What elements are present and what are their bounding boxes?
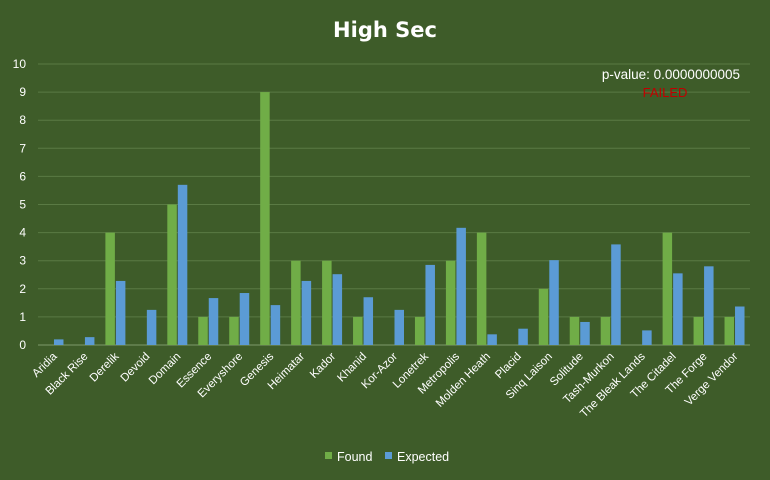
legend-found-label: Found xyxy=(337,450,372,464)
y-axis-ticks: 0 1 2 3 4 5 6 7 8 9 10 xyxy=(13,57,27,352)
bar-expected-16 xyxy=(549,260,559,345)
bar-expected-8 xyxy=(301,280,312,345)
bar-expected-0 xyxy=(53,339,64,345)
legend-expected-label: Expected xyxy=(397,450,449,464)
bar-expected-19 xyxy=(642,330,652,345)
y-tick-label: 6 xyxy=(19,169,26,183)
bar-found-6 xyxy=(229,316,239,345)
bar-found-14 xyxy=(476,232,487,345)
bar-expected-21 xyxy=(704,266,714,345)
bar-expected-18 xyxy=(611,244,621,345)
bar-expected-14 xyxy=(487,334,497,345)
bar-found-8 xyxy=(291,260,301,345)
bar-found-5 xyxy=(198,316,208,345)
bars xyxy=(53,92,745,345)
bar-expected-22 xyxy=(735,306,745,345)
bar-found-16 xyxy=(538,288,549,345)
bar-expected-4 xyxy=(177,184,188,345)
bar-expected-11 xyxy=(394,309,404,345)
bar-expected-20 xyxy=(673,273,683,345)
bar-found-10 xyxy=(353,316,363,345)
chart-title: High Sec xyxy=(333,18,437,42)
y-tick-label: 5 xyxy=(19,198,26,212)
y-tick-label: 8 xyxy=(19,113,26,127)
bar-found-12 xyxy=(414,316,425,345)
bar-expected-3 xyxy=(146,309,157,345)
bar-found-9 xyxy=(322,260,332,345)
y-tick-label: 0 xyxy=(19,338,26,352)
y-tick-label: 7 xyxy=(19,141,26,155)
bar-found-22 xyxy=(724,316,735,345)
bar-found-13 xyxy=(445,260,456,345)
status-label: FAILED xyxy=(643,85,688,100)
bar-found-18 xyxy=(600,316,611,345)
p-value-label: p-value: 0.0000000005 xyxy=(602,67,740,82)
bar-expected-6 xyxy=(239,293,250,345)
bar-expected-10 xyxy=(363,297,374,345)
bar-expected-12 xyxy=(425,264,435,345)
y-tick-label: 4 xyxy=(19,226,26,240)
bar-found-21 xyxy=(693,316,704,345)
bar-found-2 xyxy=(105,232,115,345)
legend-found-swatch xyxy=(325,452,332,459)
bar-expected-2 xyxy=(115,280,126,345)
bar-found-7 xyxy=(260,92,270,345)
bar-expected-13 xyxy=(456,227,466,345)
bar-expected-15 xyxy=(518,328,528,345)
y-tick-label: 2 xyxy=(19,282,26,296)
bar-expected-17 xyxy=(580,321,590,345)
y-tick-label: 1 xyxy=(19,310,26,324)
y-tick-label: 3 xyxy=(19,254,26,268)
bar-found-20 xyxy=(662,232,673,345)
gridlines xyxy=(38,63,750,346)
y-tick-label: 9 xyxy=(19,85,26,99)
y-tick-label: 10 xyxy=(13,57,27,71)
bar-found-4 xyxy=(167,204,177,345)
legend-expected-swatch xyxy=(385,452,392,459)
legend: Found Expected xyxy=(325,450,449,464)
bar-expected-9 xyxy=(332,274,343,345)
bar-expected-7 xyxy=(270,305,281,345)
bar-expected-1 xyxy=(84,337,95,345)
bar-found-17 xyxy=(569,316,580,345)
bar-expected-5 xyxy=(208,298,219,345)
